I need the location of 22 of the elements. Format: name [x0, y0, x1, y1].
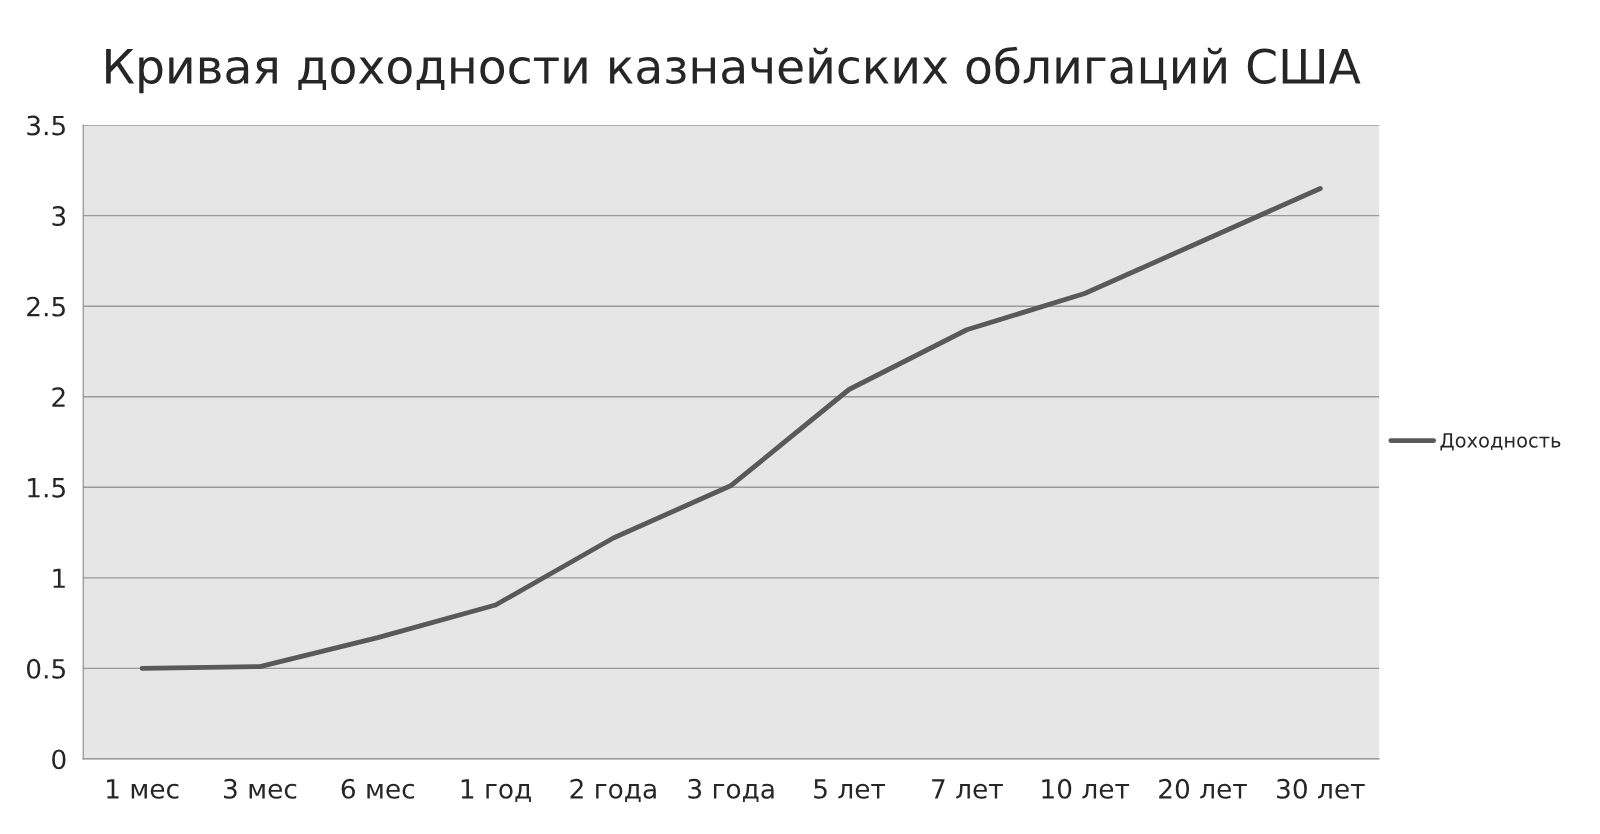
x-tick-label: 1 мес: [107, 779, 179, 799]
x-tick-label: 7 лет: [932, 779, 1003, 799]
x-tick-label: 3 года: [688, 778, 774, 803]
chart-title: Кривая доходности казначейских облигаций США: [106, 46, 1361, 94]
y-tick-label: 1.5: [28, 478, 65, 498]
y-tick-label: 1: [53, 568, 65, 588]
x-tick-label: 6 мес: [341, 778, 415, 799]
line-series: [139, 186, 1323, 671]
y-tick-label: 0: [52, 749, 66, 770]
x-tick-label: 2 года: [570, 778, 656, 803]
x-tick-label: 5 лет: [814, 779, 886, 799]
y-tick-label: 2: [52, 387, 65, 407]
x-tick-label: 30 лет: [1277, 778, 1365, 799]
x-tick-label: 3 мес: [224, 778, 297, 799]
y-tick-label: 2.5: [27, 296, 65, 317]
legend-label: Доходность: [1440, 433, 1561, 451]
x-tick-label: 1 год: [461, 779, 531, 803]
x-tick-label: 20 лет: [1159, 778, 1247, 799]
x-tick-label: 10 лет: [1042, 778, 1130, 799]
y-tick-label: 3.5: [27, 115, 65, 136]
y-tick-label: 0.5: [27, 658, 65, 679]
y-tick-label: 3: [52, 206, 66, 227]
